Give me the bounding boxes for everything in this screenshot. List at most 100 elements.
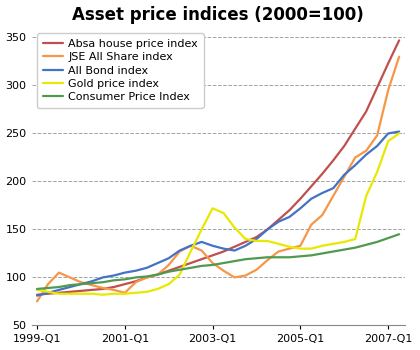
Gold price index <box>254 239 259 243</box>
Line: Absa house price index: Absa house price index <box>37 40 399 295</box>
All Bond index <box>254 237 259 241</box>
Consumer Price Index <box>221 261 226 265</box>
All Bond index <box>34 294 39 298</box>
Gold price index <box>276 242 281 246</box>
All Bond index <box>89 279 94 284</box>
Absa house price index <box>276 218 281 222</box>
Absa house price index <box>68 290 73 294</box>
Absa house price index <box>122 282 127 286</box>
JSE All Share index <box>100 286 105 290</box>
Absa house price index <box>265 228 270 232</box>
All Bond index <box>155 261 160 265</box>
JSE All Share index <box>111 288 116 292</box>
Gold price index <box>309 246 314 251</box>
All Bond index <box>100 275 105 280</box>
Gold price index <box>133 291 138 295</box>
Consumer Price Index <box>309 253 314 258</box>
JSE All Share index <box>232 275 237 280</box>
Absa house price index <box>100 287 105 291</box>
Consumer Price Index <box>188 266 193 270</box>
Absa house price index <box>89 288 94 292</box>
JSE All Share index <box>155 272 160 276</box>
Gold price index <box>111 292 116 296</box>
All Bond index <box>276 220 281 224</box>
Gold price index <box>34 288 39 292</box>
All Bond index <box>210 244 215 248</box>
JSE All Share index <box>56 271 61 275</box>
Consumer Price Index <box>396 232 402 236</box>
JSE All Share index <box>144 275 149 280</box>
Line: Gold price index: Gold price index <box>37 133 399 295</box>
JSE All Share index <box>309 223 314 227</box>
Absa house price index <box>56 291 61 295</box>
Absa house price index <box>188 261 193 265</box>
All Bond index <box>177 248 182 253</box>
Gold price index <box>68 292 73 296</box>
All Bond index <box>56 288 61 292</box>
Gold price index <box>386 139 391 143</box>
JSE All Share index <box>287 246 292 251</box>
JSE All Share index <box>199 248 204 253</box>
Absa house price index <box>342 144 347 148</box>
Gold price index <box>298 246 303 251</box>
Consumer Price Index <box>199 264 204 268</box>
Absa house price index <box>45 292 50 296</box>
Gold price index <box>364 194 369 198</box>
JSE All Share index <box>353 155 358 160</box>
Gold price index <box>89 292 94 296</box>
JSE All Share index <box>221 268 226 273</box>
All Bond index <box>199 240 204 244</box>
JSE All Share index <box>188 244 193 248</box>
Gold price index <box>155 287 160 291</box>
Gold price index <box>100 293 105 297</box>
Absa house price index <box>353 127 358 131</box>
All Bond index <box>144 266 149 270</box>
JSE All Share index <box>276 250 281 254</box>
All Bond index <box>166 256 171 260</box>
All Bond index <box>122 271 127 275</box>
All Bond index <box>342 173 347 177</box>
JSE All Share index <box>320 213 325 217</box>
JSE All Share index <box>386 88 391 92</box>
Gold price index <box>232 225 237 230</box>
Gold price index <box>221 211 226 215</box>
Gold price index <box>243 237 248 241</box>
Gold price index <box>342 240 347 244</box>
Gold price index <box>287 245 292 249</box>
Consumer Price Index <box>89 281 94 285</box>
All Bond index <box>298 206 303 210</box>
JSE All Share index <box>210 261 215 265</box>
Consumer Price Index <box>144 274 149 279</box>
Consumer Price Index <box>364 243 369 247</box>
All Bond index <box>364 153 369 157</box>
Absa house price index <box>331 158 336 162</box>
JSE All Share index <box>254 268 259 272</box>
All Bond index <box>309 197 314 201</box>
Consumer Price Index <box>353 246 358 250</box>
Gold price index <box>331 242 336 246</box>
Gold price index <box>122 292 127 296</box>
Absa house price index <box>232 245 237 249</box>
All Bond index <box>133 268 138 273</box>
All Bond index <box>188 244 193 248</box>
Absa house price index <box>243 240 248 244</box>
Absa house price index <box>298 197 303 201</box>
JSE All Share index <box>68 275 73 280</box>
Absa house price index <box>177 265 182 269</box>
Consumer Price Index <box>331 250 336 254</box>
All Bond index <box>353 163 358 167</box>
Line: All Bond index: All Bond index <box>37 132 399 296</box>
Absa house price index <box>155 272 160 276</box>
All Bond index <box>287 215 292 219</box>
All Bond index <box>79 282 84 286</box>
Absa house price index <box>199 257 204 261</box>
Consumer Price Index <box>177 268 182 272</box>
Gold price index <box>353 237 358 241</box>
Absa house price index <box>396 38 402 42</box>
JSE All Share index <box>133 280 138 284</box>
Legend: Absa house price index, JSE All Share index, All Bond index, Gold price index, C: Absa house price index, JSE All Share in… <box>37 34 204 108</box>
Consumer Price Index <box>155 272 160 276</box>
Absa house price index <box>166 268 171 273</box>
Absa house price index <box>34 293 39 297</box>
Consumer Price Index <box>342 247 347 252</box>
